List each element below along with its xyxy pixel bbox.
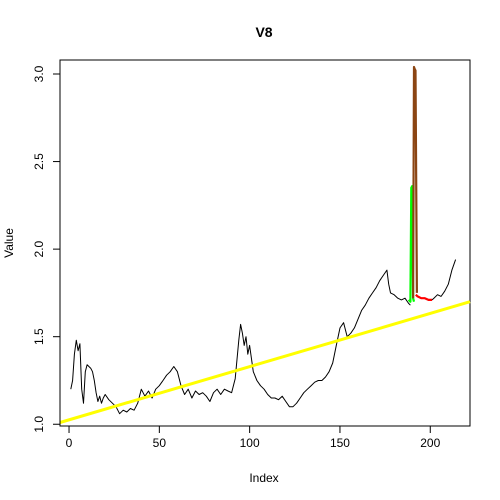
chart-title: V8 xyxy=(255,24,272,40)
series-line-3 xyxy=(415,293,433,301)
plot-frame xyxy=(59,59,471,427)
x-tick-label: 200 xyxy=(420,436,440,450)
y-tick-label: 3.0 xyxy=(32,65,46,82)
series-line-2 xyxy=(412,65,418,299)
x-tick-label: 50 xyxy=(153,436,167,450)
x-tick-label: 0 xyxy=(66,436,73,450)
x-tick-label: 150 xyxy=(330,436,350,450)
x-tick-label: 100 xyxy=(240,436,260,450)
y-tick-label: 1.5 xyxy=(32,328,46,345)
y-tick-label: 2.0 xyxy=(32,240,46,257)
y-axis: 1.0 1.5 2.0 2.5 3.0 xyxy=(32,65,61,433)
series-layer xyxy=(59,65,471,424)
series-line-5 xyxy=(59,300,471,424)
x-axis-label: Index xyxy=(249,471,278,485)
series-line-4 xyxy=(431,259,457,301)
series-line-1 xyxy=(407,185,416,303)
x-axis: 0 50 100 150 200 xyxy=(66,425,441,450)
y-tick-label: 2.5 xyxy=(32,153,46,170)
y-axis-label: Value xyxy=(2,228,16,258)
series-line-0 xyxy=(70,269,411,415)
y-tick-label: 1.0 xyxy=(32,416,46,433)
